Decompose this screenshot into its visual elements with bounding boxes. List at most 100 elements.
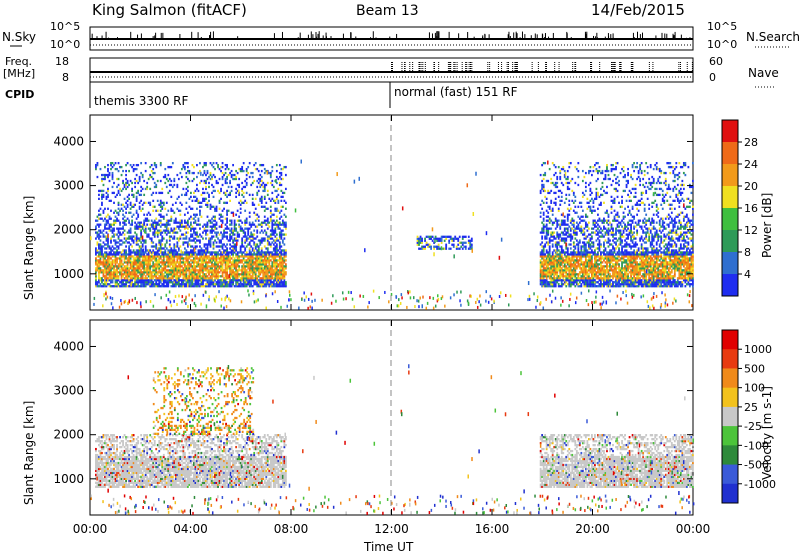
echo-cell <box>138 245 141 248</box>
echo-cell <box>170 209 173 212</box>
echo-cell <box>233 229 236 232</box>
echo-cell <box>114 273 117 276</box>
echo-cell <box>134 253 137 256</box>
echo-cell <box>177 283 180 286</box>
echo-cell <box>132 205 135 208</box>
echo-cell <box>140 277 143 280</box>
echo-cell <box>235 213 238 216</box>
echo-cell <box>250 223 253 226</box>
echo-cell <box>158 265 161 268</box>
echo-cell <box>191 227 194 230</box>
echo-cell <box>235 259 238 262</box>
echo-cell <box>214 277 216 280</box>
echo-cell <box>114 161 117 165</box>
echo-cell <box>235 267 238 270</box>
echo-cell <box>194 247 197 250</box>
echo-cell <box>196 253 198 256</box>
echo-cell <box>244 269 247 272</box>
echo-cell <box>134 177 137 181</box>
echo-cell <box>221 175 224 179</box>
echo-cell <box>174 279 177 282</box>
echo-cell <box>101 263 103 266</box>
echo-cell <box>188 257 191 260</box>
echo-cell <box>230 249 233 252</box>
echo-cell <box>179 269 182 272</box>
echo-cell <box>269 275 272 278</box>
echo-cell <box>244 283 247 286</box>
echo-cell <box>125 267 127 270</box>
echo-cell <box>256 265 259 268</box>
echo-cell <box>138 249 141 252</box>
echo-cell <box>265 285 268 288</box>
echo-cell <box>177 195 180 199</box>
echo-cell <box>233 277 236 280</box>
echo-cell <box>215 271 218 274</box>
echo-cell <box>202 261 204 264</box>
echo-cell <box>191 207 194 210</box>
echo-cell <box>123 279 126 282</box>
echo-cell <box>137 261 140 264</box>
echo-cell <box>161 223 164 226</box>
echo-cell <box>155 221 158 224</box>
echo-cell <box>265 183 268 187</box>
echo-cell <box>274 253 277 256</box>
echo-cell <box>260 195 263 199</box>
echo-cell <box>140 161 143 165</box>
echo-cell <box>226 175 228 179</box>
echo-cell <box>269 209 272 212</box>
echo-cell <box>268 279 271 282</box>
echo-cell <box>275 225 278 228</box>
echo-cell <box>156 221 159 224</box>
echo-cell <box>137 259 140 262</box>
echo-cell <box>95 267 97 270</box>
echo-cell <box>185 273 188 276</box>
echo-cell <box>211 261 213 264</box>
echo-cell <box>205 267 207 270</box>
echo-cell <box>254 245 257 248</box>
echo-cell <box>128 237 130 240</box>
echo-cell <box>550 189 553 193</box>
echo-cell <box>205 229 207 232</box>
echo-cell <box>126 275 129 278</box>
echo-cell <box>168 257 171 260</box>
echo-cell <box>256 267 259 270</box>
echo-cell <box>117 231 120 234</box>
echo-cell <box>257 253 260 256</box>
echo-cell <box>104 207 106 210</box>
echo-cell <box>99 207 102 210</box>
echo-cell <box>227 193 230 197</box>
echo-cell <box>117 257 120 260</box>
echo-cell <box>224 267 227 270</box>
echo-cell <box>116 265 118 268</box>
echo-cell <box>164 173 167 177</box>
echo-cell <box>131 273 134 276</box>
echo-cell <box>218 281 221 284</box>
echo-cell <box>257 245 260 248</box>
echo-cell <box>182 261 185 264</box>
echo-cell <box>159 199 162 202</box>
echo-cell <box>542 217 545 220</box>
echo-cell <box>215 223 218 226</box>
echo-cell <box>186 241 189 244</box>
echo-cell <box>277 283 280 286</box>
echo-cell <box>269 253 272 256</box>
echo-cell <box>128 249 130 252</box>
echo-cell <box>245 239 248 242</box>
echo-cell <box>242 271 245 274</box>
echo-cell <box>464 235 467 238</box>
echo-cell <box>110 251 112 254</box>
echo-cell <box>254 247 257 250</box>
echo-cell <box>221 281 224 284</box>
echo-cell <box>107 257 109 260</box>
echo-cell <box>174 217 177 220</box>
echo-cell <box>224 191 227 195</box>
echo-cell <box>461 243 464 246</box>
echo-cell <box>126 241 129 244</box>
echo-cell <box>158 283 161 286</box>
echo-cell <box>224 279 227 282</box>
echo-cell <box>199 257 201 260</box>
echo-cell <box>180 265 183 268</box>
echo-cell <box>147 281 150 284</box>
echo-cell <box>542 227 545 230</box>
echo-cell <box>188 171 191 175</box>
